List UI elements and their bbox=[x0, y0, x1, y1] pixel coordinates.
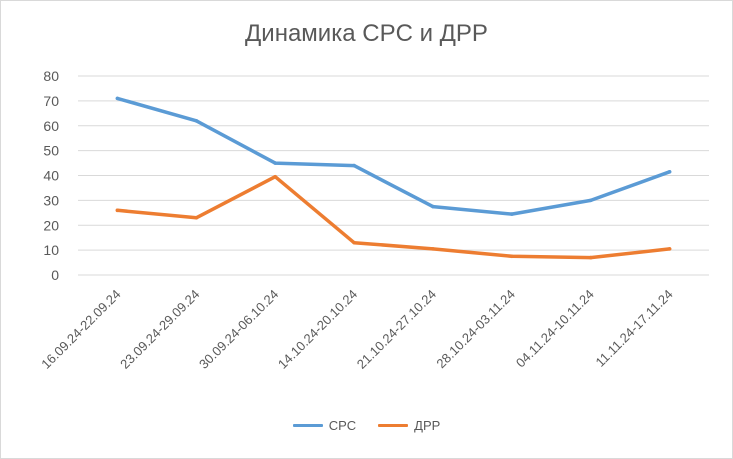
chart-legend: CPC ДРР bbox=[0, 418, 733, 433]
series-lines bbox=[115, 96, 672, 260]
legend-item-cpc: CPC bbox=[292, 418, 357, 433]
gridlines bbox=[78, 75, 709, 276]
y-tick-label: 80 bbox=[43, 68, 59, 84]
data-point-drr bbox=[667, 247, 672, 251]
chart-title: Динамика CPC и ДРР bbox=[245, 20, 488, 47]
x-tick-label: 23.09.24-29.09.24 bbox=[117, 287, 202, 372]
y-tick-label: 40 bbox=[43, 168, 59, 184]
data-point-drr bbox=[588, 255, 593, 260]
data-point-drr bbox=[115, 208, 120, 213]
y-tick-label: 70 bbox=[43, 93, 59, 109]
data-point-cpc bbox=[194, 118, 199, 123]
y-axis-tick-labels: 0 10 20 30 40 50 60 70 80 bbox=[43, 68, 59, 283]
x-tick-label: 16.09.24-22.09.24 bbox=[38, 287, 123, 372]
y-tick-label: 20 bbox=[43, 217, 59, 233]
y-tick-label: 50 bbox=[43, 143, 59, 159]
y-tick-label: 0 bbox=[51, 267, 59, 283]
data-point-cpc bbox=[352, 163, 356, 168]
legend-swatch-cpc bbox=[292, 424, 323, 427]
data-point-cpc bbox=[273, 161, 277, 165]
series-line-cpc bbox=[115, 96, 672, 216]
data-point-cpc bbox=[431, 204, 435, 209]
legend-item-drr: ДРР bbox=[378, 418, 440, 433]
data-point-cpc bbox=[510, 212, 514, 216]
data-point-drr bbox=[194, 215, 199, 220]
x-tick-label: 14.10.24-20.10.24 bbox=[275, 287, 360, 372]
y-tick-label: 30 bbox=[43, 192, 59, 208]
data-point-cpc bbox=[667, 169, 672, 174]
legend-swatch-drr bbox=[378, 424, 409, 427]
y-tick-label: 60 bbox=[43, 118, 59, 134]
x-tick-label: 21.10.24-27.10.24 bbox=[354, 287, 439, 372]
x-tick-label: 04.11.24-10.11.24 bbox=[513, 287, 597, 371]
x-tick-label: 11.11.24-17.11.24 bbox=[592, 287, 675, 370]
data-point-drr bbox=[352, 240, 356, 245]
series-line-drr bbox=[115, 174, 672, 260]
legend-label-cpc: CPC bbox=[328, 418, 357, 433]
data-point-drr bbox=[273, 174, 277, 179]
x-tick-label: 28.10.24-03.11.24 bbox=[433, 287, 518, 372]
data-point-drr bbox=[510, 254, 514, 259]
legend-label-drr: ДРР bbox=[414, 418, 441, 433]
data-point-drr bbox=[431, 247, 435, 251]
y-tick-label: 10 bbox=[43, 242, 59, 258]
data-point-cpc bbox=[588, 198, 593, 203]
x-tick-label: 30.09.24-06.10.24 bbox=[196, 287, 281, 372]
x-axis-tick-labels: 16.09.24-22.09.2423.09.24-29.09.2430.09.… bbox=[38, 287, 675, 372]
data-point-cpc bbox=[115, 96, 120, 101]
